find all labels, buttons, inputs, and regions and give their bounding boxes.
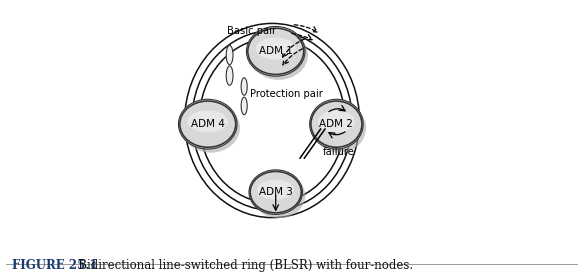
Text: Bidirectional line-switched ring (BLSR) with four-nodes.: Bidirectional line-switched ring (BLSR) … [67,259,413,272]
Ellipse shape [257,180,294,199]
Ellipse shape [226,66,233,85]
Text: Protection pair: Protection pair [250,89,323,99]
Ellipse shape [310,99,363,149]
Ellipse shape [255,37,296,60]
Ellipse shape [180,101,236,147]
Text: FIGURE 25.1: FIGURE 25.1 [12,259,97,272]
Ellipse shape [311,101,362,147]
Ellipse shape [188,110,228,133]
Text: Basic pair: Basic pair [227,26,276,36]
Ellipse shape [252,174,305,218]
Ellipse shape [248,28,304,74]
Ellipse shape [178,99,237,149]
Ellipse shape [247,27,305,76]
Ellipse shape [249,170,303,214]
Ellipse shape [241,97,247,115]
Ellipse shape [318,110,354,133]
Ellipse shape [250,172,301,213]
Ellipse shape [312,103,366,153]
Text: ADM 4: ADM 4 [191,119,224,129]
Text: failure: failure [322,147,354,157]
Ellipse shape [241,78,247,95]
Text: ADM 2: ADM 2 [319,119,353,129]
Text: ADM 1: ADM 1 [259,46,293,56]
Text: ADM 3: ADM 3 [259,187,293,197]
Ellipse shape [250,30,308,80]
Ellipse shape [181,103,240,153]
Ellipse shape [226,45,233,65]
